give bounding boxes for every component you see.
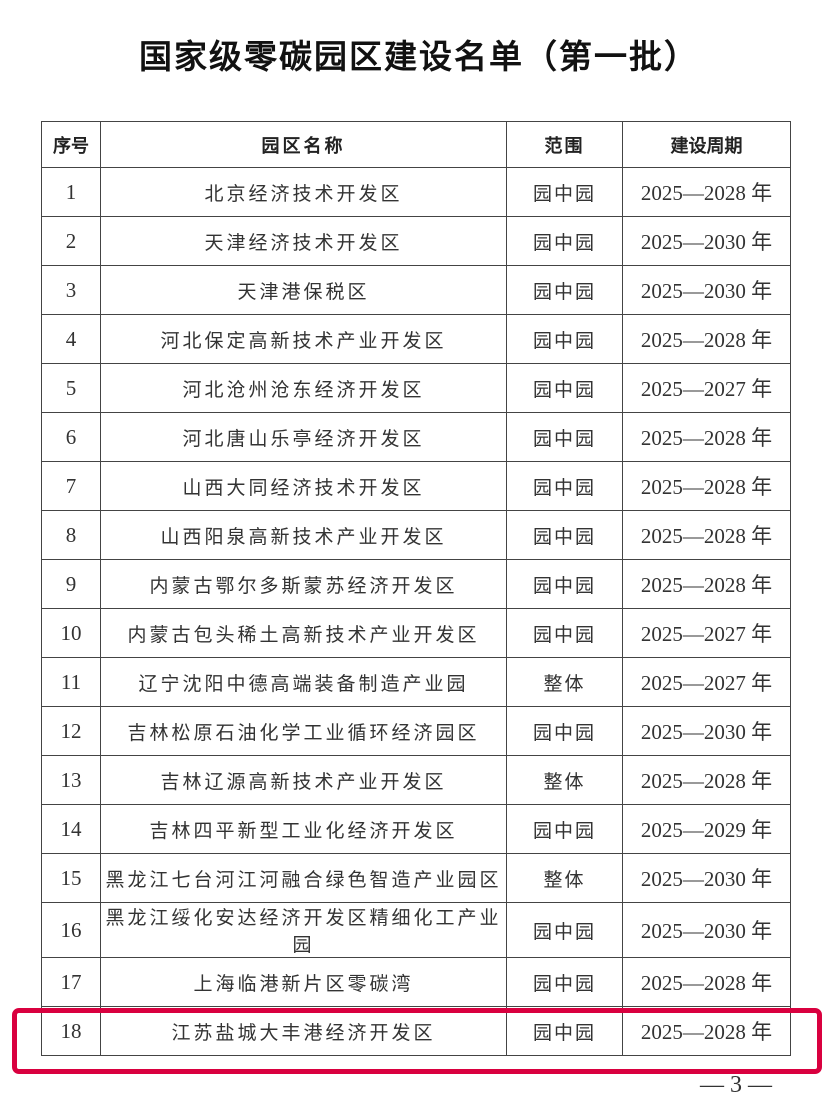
scope: 园中园 (506, 804, 623, 854)
scope: 园中园 (506, 706, 623, 756)
scope: 园中园 (506, 957, 623, 1007)
park-name: 河北保定高新技术产业开发区 (100, 314, 507, 364)
scope: 整体 (506, 755, 623, 805)
park-name: 吉林辽源高新技术产业开发区 (100, 755, 507, 805)
table-row: 2 天津经济技术开发区 园中园 2025—2030 年 (41, 216, 791, 266)
page-number: — 3 — (700, 1072, 772, 1098)
table-row: 12 吉林松原石油化学工业循环经济园区 园中园 2025—2030 年 (41, 706, 791, 756)
park-name: 吉林四平新型工业化经济开发区 (100, 804, 507, 854)
construction-period: 2025—2028 年 (622, 755, 791, 805)
park-name: 天津经济技术开发区 (100, 216, 507, 266)
construction-period: 2025—2028 年 (622, 957, 791, 1007)
table-row: 14 吉林四平新型工业化经济开发区 园中园 2025—2029 年 (41, 804, 791, 854)
park-name: 天津港保税区 (100, 265, 507, 315)
park-name: 山西阳泉高新技术产业开发区 (100, 510, 507, 560)
scope: 园中园 (506, 461, 623, 511)
table-row: 6 河北唐山乐亭经济开发区 园中园 2025—2028 年 (41, 412, 791, 462)
row-index: 11 (41, 657, 101, 707)
scope: 园中园 (506, 314, 623, 364)
header-park-name: 园区名称 (100, 121, 507, 168)
park-name: 内蒙古包头稀土高新技术产业开发区 (100, 608, 507, 658)
construction-period: 2025—2028 年 (622, 559, 791, 609)
park-name: 江苏盐城大丰港经济开发区 (100, 1006, 507, 1056)
row-index: 15 (41, 853, 101, 903)
scope: 园中园 (506, 216, 623, 266)
row-index: 6 (41, 412, 101, 462)
table-header-row: 序号 园区名称 范围 建设周期 (41, 121, 791, 168)
park-name: 河北唐山乐亭经济开发区 (100, 412, 507, 462)
park-name: 内蒙古鄂尔多斯蒙苏经济开发区 (100, 559, 507, 609)
table-row: 11 辽宁沈阳中德高端装备制造产业园 整体 2025—2027 年 (41, 657, 791, 707)
table-row: 17 上海临港新片区零碳湾 园中园 2025—2028 年 (41, 957, 791, 1007)
row-index: 8 (41, 510, 101, 560)
park-list-table: 序号 园区名称 范围 建设周期 1 北京经济技术开发区 园中园 2025—2028 年… (41, 121, 791, 1056)
scope: 园中园 (506, 167, 623, 217)
table-row: 13 吉林辽源高新技术产业开发区 整体 2025—2028 年 (41, 755, 791, 805)
row-index: 13 (41, 755, 101, 805)
header-index: 序号 (41, 121, 101, 168)
header-scope: 范围 (506, 121, 623, 168)
scope: 整体 (506, 853, 623, 903)
highlight-box (12, 1008, 822, 1074)
table-row: 15 黑龙江七台河江河融合绿色智造产业园区 整体 2025—2030 年 (41, 853, 791, 903)
table-row: 4 河北保定高新技术产业开发区 园中园 2025—2028 年 (41, 314, 791, 364)
table-row: 18 江苏盐城大丰港经济开发区 园中园 2025—2028 年 (41, 1006, 791, 1056)
table-row: 9 内蒙古鄂尔多斯蒙苏经济开发区 园中园 2025—2028 年 (41, 559, 791, 609)
scope: 园中园 (506, 608, 623, 658)
table-row: 7 山西大同经济技术开发区 园中园 2025—2028 年 (41, 461, 791, 511)
park-name: 黑龙江绥化安达经济开发区精细化工产业园 (100, 902, 507, 958)
construction-period: 2025—2028 年 (622, 167, 791, 217)
table-row: 3 天津港保税区 园中园 2025—2030 年 (41, 265, 791, 315)
scope: 园中园 (506, 265, 623, 315)
table-row: 8 山西阳泉高新技术产业开发区 园中园 2025—2028 年 (41, 510, 791, 560)
park-name: 山西大同经济技术开发区 (100, 461, 507, 511)
table-row: 1 北京经济技术开发区 园中园 2025—2028 年 (41, 167, 791, 217)
construction-period: 2025—2029 年 (622, 804, 791, 854)
row-index: 10 (41, 608, 101, 658)
row-index: 16 (41, 902, 101, 958)
scope: 园中园 (506, 902, 623, 958)
document-title: 国家级零碳园区建设名单（第一批） (139, 37, 699, 76)
scope: 整体 (506, 657, 623, 707)
row-index: 12 (41, 706, 101, 756)
construction-period: 2025—2027 年 (622, 608, 791, 658)
scope: 园中园 (506, 363, 623, 413)
row-index: 17 (41, 957, 101, 1007)
construction-period: 2025—2030 年 (622, 706, 791, 756)
row-index: 3 (41, 265, 101, 315)
scope: 园中园 (506, 510, 623, 560)
park-name: 吉林松原石油化学工业循环经济园区 (100, 706, 507, 756)
row-index: 2 (41, 216, 101, 266)
construction-period: 2025—2030 年 (622, 265, 791, 315)
row-index: 1 (41, 167, 101, 217)
row-index: 14 (41, 804, 101, 854)
row-index: 18 (41, 1006, 101, 1056)
park-name: 河北沧州沧东经济开发区 (100, 363, 507, 413)
header-period: 建设周期 (622, 121, 791, 168)
construction-period: 2025—2030 年 (622, 902, 791, 958)
construction-period: 2025—2028 年 (622, 1006, 791, 1056)
construction-period: 2025—2028 年 (622, 412, 791, 462)
construction-period: 2025—2030 年 (622, 216, 791, 266)
park-name: 北京经济技术开发区 (100, 167, 507, 217)
table-row: 10 内蒙古包头稀土高新技术产业开发区 园中园 2025—2027 年 (41, 608, 791, 658)
row-index: 5 (41, 363, 101, 413)
park-name: 辽宁沈阳中德高端装备制造产业园 (100, 657, 507, 707)
row-index: 9 (41, 559, 101, 609)
table-row: 16 黑龙江绥化安达经济开发区精细化工产业园 园中园 2025—2030 年 (41, 902, 791, 958)
row-index: 4 (41, 314, 101, 364)
construction-period: 2025—2028 年 (622, 314, 791, 364)
construction-period: 2025—2028 年 (622, 510, 791, 560)
row-index: 7 (41, 461, 101, 511)
construction-period: 2025—2027 年 (622, 363, 791, 413)
scope: 园中园 (506, 559, 623, 609)
table-row: 5 河北沧州沧东经济开发区 园中园 2025—2027 年 (41, 363, 791, 413)
scope: 园中园 (506, 412, 623, 462)
construction-period: 2025—2028 年 (622, 461, 791, 511)
park-name: 黑龙江七台河江河融合绿色智造产业园区 (100, 853, 507, 903)
construction-period: 2025—2027 年 (622, 657, 791, 707)
construction-period: 2025—2030 年 (622, 853, 791, 903)
park-name: 上海临港新片区零碳湾 (100, 957, 507, 1007)
